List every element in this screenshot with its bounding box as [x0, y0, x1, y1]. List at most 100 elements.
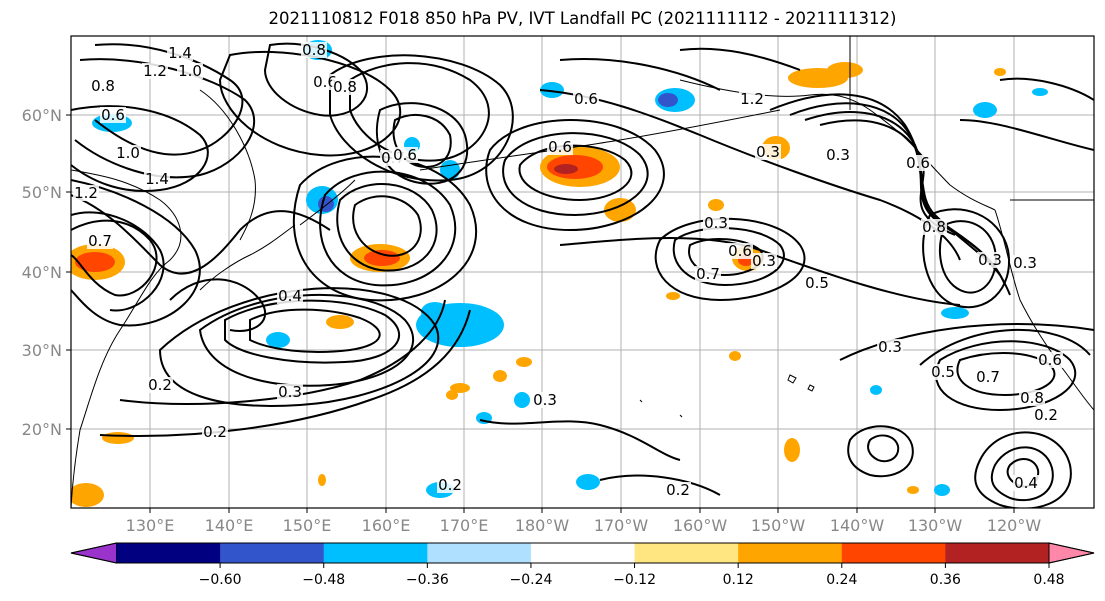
- contour-line: [94, 43, 244, 156]
- contour-label-bg: [277, 384, 303, 400]
- contour-label: 0.3: [704, 214, 728, 232]
- colorbar-segment: [116, 543, 221, 563]
- coastline-asia: [71, 169, 182, 508]
- contour-label-bg: [177, 63, 203, 79]
- pv-negative-blob: [658, 93, 678, 107]
- lon-label: 150°W: [751, 516, 806, 535]
- contour-label: 0.3: [826, 146, 850, 164]
- contour-line: [71, 105, 209, 192]
- contour-label-bg: [665, 482, 691, 498]
- contour-label: 0.3: [533, 391, 557, 409]
- pv-negative-blob: [576, 474, 600, 490]
- lat-label: 20°N: [22, 420, 62, 439]
- contour-label: 0.6: [101, 106, 125, 124]
- contour-label: 0.5: [805, 274, 829, 292]
- contour-line: [329, 54, 514, 182]
- contour-label-bg: [301, 42, 327, 58]
- contour-line: [71, 219, 158, 297]
- contour-label-bg: [115, 145, 141, 161]
- contour-label: 1.4: [145, 170, 169, 188]
- lon-label: 150°E: [283, 516, 332, 535]
- contour-line: [249, 308, 381, 353]
- contour-label: 0.2: [438, 476, 462, 494]
- colorbar-extend-low: [70, 542, 117, 564]
- contour-label-bg: [877, 339, 903, 355]
- contour-label: 0.8: [922, 218, 946, 236]
- colorbar-outline: [70, 542, 1095, 564]
- contour-label-bg: [921, 219, 947, 235]
- pv-negative-blob: [540, 82, 564, 98]
- coastline-aleutians: [419, 109, 781, 171]
- coastline-midway: [639, 399, 683, 418]
- contour-label-bg: [1013, 475, 1039, 491]
- pv-positive-blob: [75, 252, 115, 272]
- contour-label-bg: [930, 364, 956, 380]
- contour-label-bg: [1033, 407, 1059, 423]
- lon-label: 170°E: [440, 516, 489, 535]
- contour-label: 0.6: [1038, 351, 1062, 369]
- pv-positive-blob: [604, 198, 636, 222]
- contour-label: 0.4: [1014, 474, 1038, 492]
- contour-label-bg: [703, 215, 729, 231]
- contour-label: 0.2: [148, 376, 172, 394]
- pv-positive-blob: [318, 474, 326, 486]
- pv-positive-blob: [666, 292, 680, 300]
- contour-label: 0.4: [278, 287, 302, 305]
- contour-line: [485, 119, 665, 232]
- contour-label-bg: [1019, 390, 1045, 406]
- contour-label-bg: [727, 243, 753, 259]
- pv-positive-blob: [364, 250, 400, 266]
- contour-label-bg: [147, 377, 173, 393]
- colorbar-tick-label: 0.48: [1033, 572, 1064, 588]
- colorbar-extend-high: [1048, 542, 1095, 564]
- lon-label: 180°W: [515, 516, 570, 535]
- pv-negative-blob: [941, 307, 969, 319]
- contour-line: [479, 419, 681, 461]
- colorbar-tick-label: 0.36: [930, 572, 961, 588]
- contour-line: [169, 278, 267, 332]
- contour-label-bg: [695, 266, 721, 282]
- contour-label: 1.4: [168, 44, 192, 62]
- colorbar-segment: [220, 543, 325, 563]
- contour-label-bg: [1012, 255, 1038, 271]
- contour-label: 0.3: [878, 338, 902, 356]
- contour-label: 0.7: [88, 232, 112, 250]
- lon-label: 120°W: [987, 516, 1042, 535]
- contour-labels: 1.41.21.00.80.61.01.41.20.70.80.60.80.70…: [73, 41, 1063, 499]
- contour-line: [336, 183, 438, 272]
- contour-label: 1.2: [740, 90, 764, 108]
- contour-label-bg: [312, 74, 338, 90]
- lon-label: 160°E: [362, 516, 411, 535]
- pv-negative-blob: [1032, 88, 1048, 96]
- lon-label: 130°E: [126, 516, 175, 535]
- contour-line: [847, 425, 914, 478]
- lon-label: 130°W: [908, 516, 963, 535]
- contour-label-bg: [142, 63, 168, 79]
- contour-label: 1.2: [74, 184, 98, 202]
- contour-label-bg: [167, 45, 193, 61]
- lat-label: 30°N: [22, 341, 62, 360]
- contour-line: [349, 62, 490, 162]
- pv-negative-blob: [934, 484, 950, 496]
- contour-line: [999, 77, 1094, 101]
- colorbar-segment: [841, 543, 946, 563]
- contour-label: 0.3: [1013, 254, 1037, 272]
- contour-label-bg: [905, 155, 931, 171]
- colorbar-tick-label: −0.60: [199, 572, 242, 588]
- contour-label-bg: [144, 171, 170, 187]
- contour-label: 0.3: [978, 251, 1002, 269]
- contour-label: 1.0: [178, 62, 202, 80]
- contour-label-bg: [100, 107, 126, 123]
- contour-label-bg: [975, 369, 1001, 385]
- contour-label-bg: [825, 147, 851, 163]
- contour-line: [956, 352, 1056, 397]
- contour-label: 1.2: [143, 62, 167, 80]
- coastline-japan: [199, 224, 296, 291]
- pv-positive-blob: [326, 315, 354, 329]
- contour-label: 0.3: [278, 383, 302, 401]
- contour-label-bg: [755, 144, 781, 160]
- contour-label-bg: [73, 185, 99, 201]
- contour-label: 0.6: [728, 242, 752, 260]
- lon-label: 140°W: [830, 516, 885, 535]
- pv-positive-blob: [450, 383, 470, 393]
